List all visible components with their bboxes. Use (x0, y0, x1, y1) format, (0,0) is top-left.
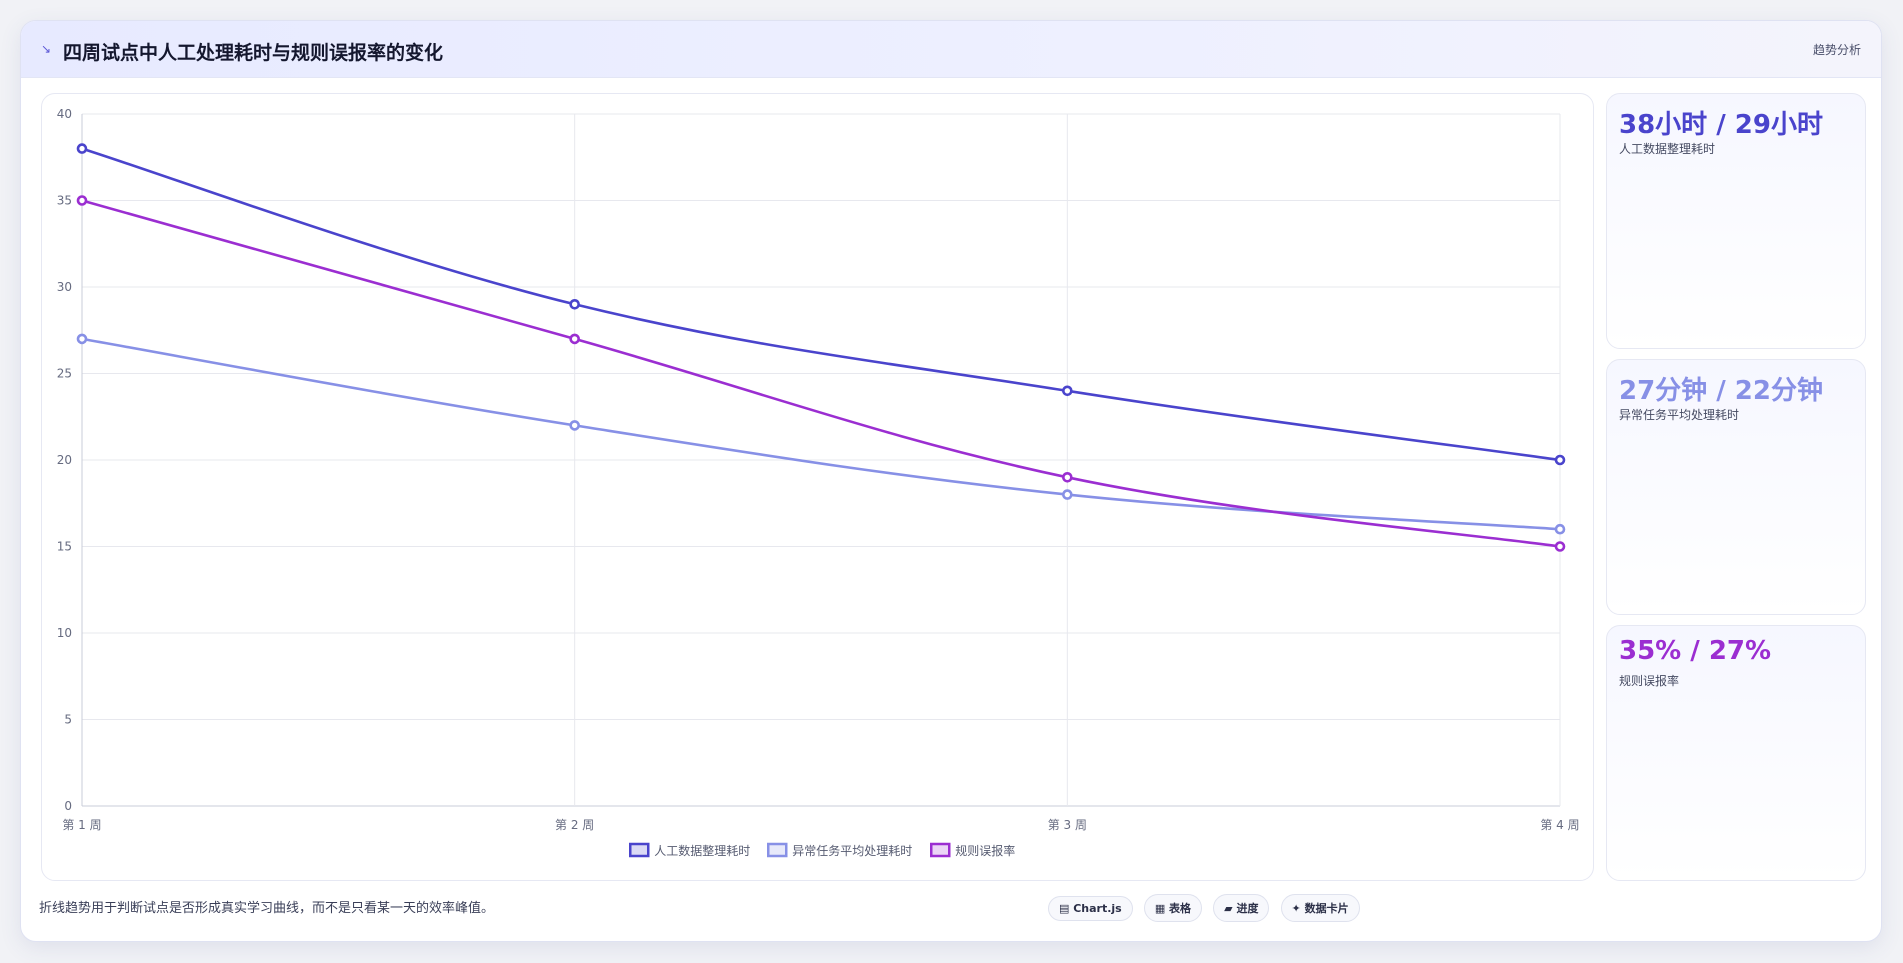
legend-swatch (629, 842, 650, 858)
legend-label: 异常任务平均处理耗时 (792, 843, 912, 858)
legend-label: 人工数据整理耗时 (654, 843, 750, 858)
data-point (76, 143, 88, 154)
series-line (81, 147, 1561, 462)
pill-chartjs[interactable]: ▤ Chart.js (1048, 896, 1133, 921)
series-line (81, 199, 1561, 548)
data-point (76, 333, 88, 345)
y-tick-label: 10 (57, 626, 72, 640)
y-tick-label: 40 (57, 107, 72, 121)
y-tick-label: 25 (57, 367, 72, 381)
data-point (76, 195, 88, 206)
stat-label: 人工数据整理耗时 (1619, 142, 1716, 156)
data-point (1062, 385, 1073, 397)
data-point (569, 420, 580, 431)
data-point (569, 333, 580, 345)
x-tick-label: 第 3 周 (1048, 818, 1087, 832)
y-tick-label: 35 (57, 194, 72, 208)
data-point (1554, 454, 1566, 466)
analysis-tag: 趋势分析 (1812, 43, 1861, 57)
stat-card-manual-time: 38小时 / 29小时 人工数据整理耗时 (1606, 93, 1866, 349)
legend-swatch (930, 842, 951, 858)
series-line (81, 337, 1561, 531)
y-tick-label: 30 (57, 280, 72, 294)
pill-progress[interactable]: ▰ 进度 (1213, 894, 1270, 922)
chart-card: ↘ 四周试点中人工处理耗时与规则误报率的变化 趋势分析 0 5 10 15 20 25 30… (20, 20, 1882, 942)
stat-value: 38小时 / 29小时 (1619, 110, 1823, 140)
stat-label: 异常任务平均处理耗时 (1619, 408, 1740, 422)
y-tick-label: 20 (57, 453, 72, 467)
pill-table[interactable]: ▦ 表格 (1143, 894, 1203, 922)
stat-card-false-alarm-rate: 35% / 27% 规则误报率 (1606, 625, 1866, 881)
data-point (1062, 471, 1073, 483)
data-point (1554, 523, 1566, 535)
stat-value: 27分钟 / 22分钟 (1619, 376, 1823, 406)
chart-panel: 0 5 10 15 20 25 30 35 40 第 1 周 第 2 周 第 3 周 第 4 周人工数据… (41, 93, 1594, 881)
stat-card-exception-time: 27分钟 / 22分钟 异常任务平均处理耗时 (1606, 359, 1866, 615)
stat-value: 35% / 27% (1619, 636, 1772, 666)
legend-label: 规则误报率 (955, 843, 1015, 858)
card-header: ↘ 四周试点中人工处理耗时与规则误报率的变化 趋势分析 (21, 21, 1881, 78)
y-tick-label: 0 (64, 799, 72, 813)
x-tick-label: 第 1 周 (62, 818, 101, 832)
line-chart: 0 5 10 15 20 25 30 35 40 第 1 周 第 2 周 第 3 周 第 4 周人工数据… (57, 107, 1580, 858)
trend-icon: ↘ (41, 42, 52, 56)
x-tick-label: 第 4 周 (1540, 818, 1579, 832)
data-point (569, 299, 580, 310)
feature-pills: ▤ Chart.js ▦ 表格 ▰ 进度 ✦ 数据卡片 (1048, 894, 1366, 922)
data-point (1554, 541, 1566, 552)
stat-label: 规则误报率 (1619, 674, 1680, 688)
x-tick-label: 第 2 周 (555, 818, 594, 832)
data-point (1062, 489, 1073, 500)
y-tick-label: 5 (64, 713, 72, 727)
legend-swatch (767, 842, 788, 858)
y-tick-label: 15 (57, 540, 72, 554)
pill-data-cards[interactable]: ✦ 数据卡片 (1280, 894, 1360, 922)
footnote: 折线趋势用于判断试点是否形成真实学习曲线，而不是只看某一天的效率峰值。 (39, 901, 495, 916)
page-title: 四周试点中人工处理耗时与规则误报率的变化 (63, 42, 444, 64)
